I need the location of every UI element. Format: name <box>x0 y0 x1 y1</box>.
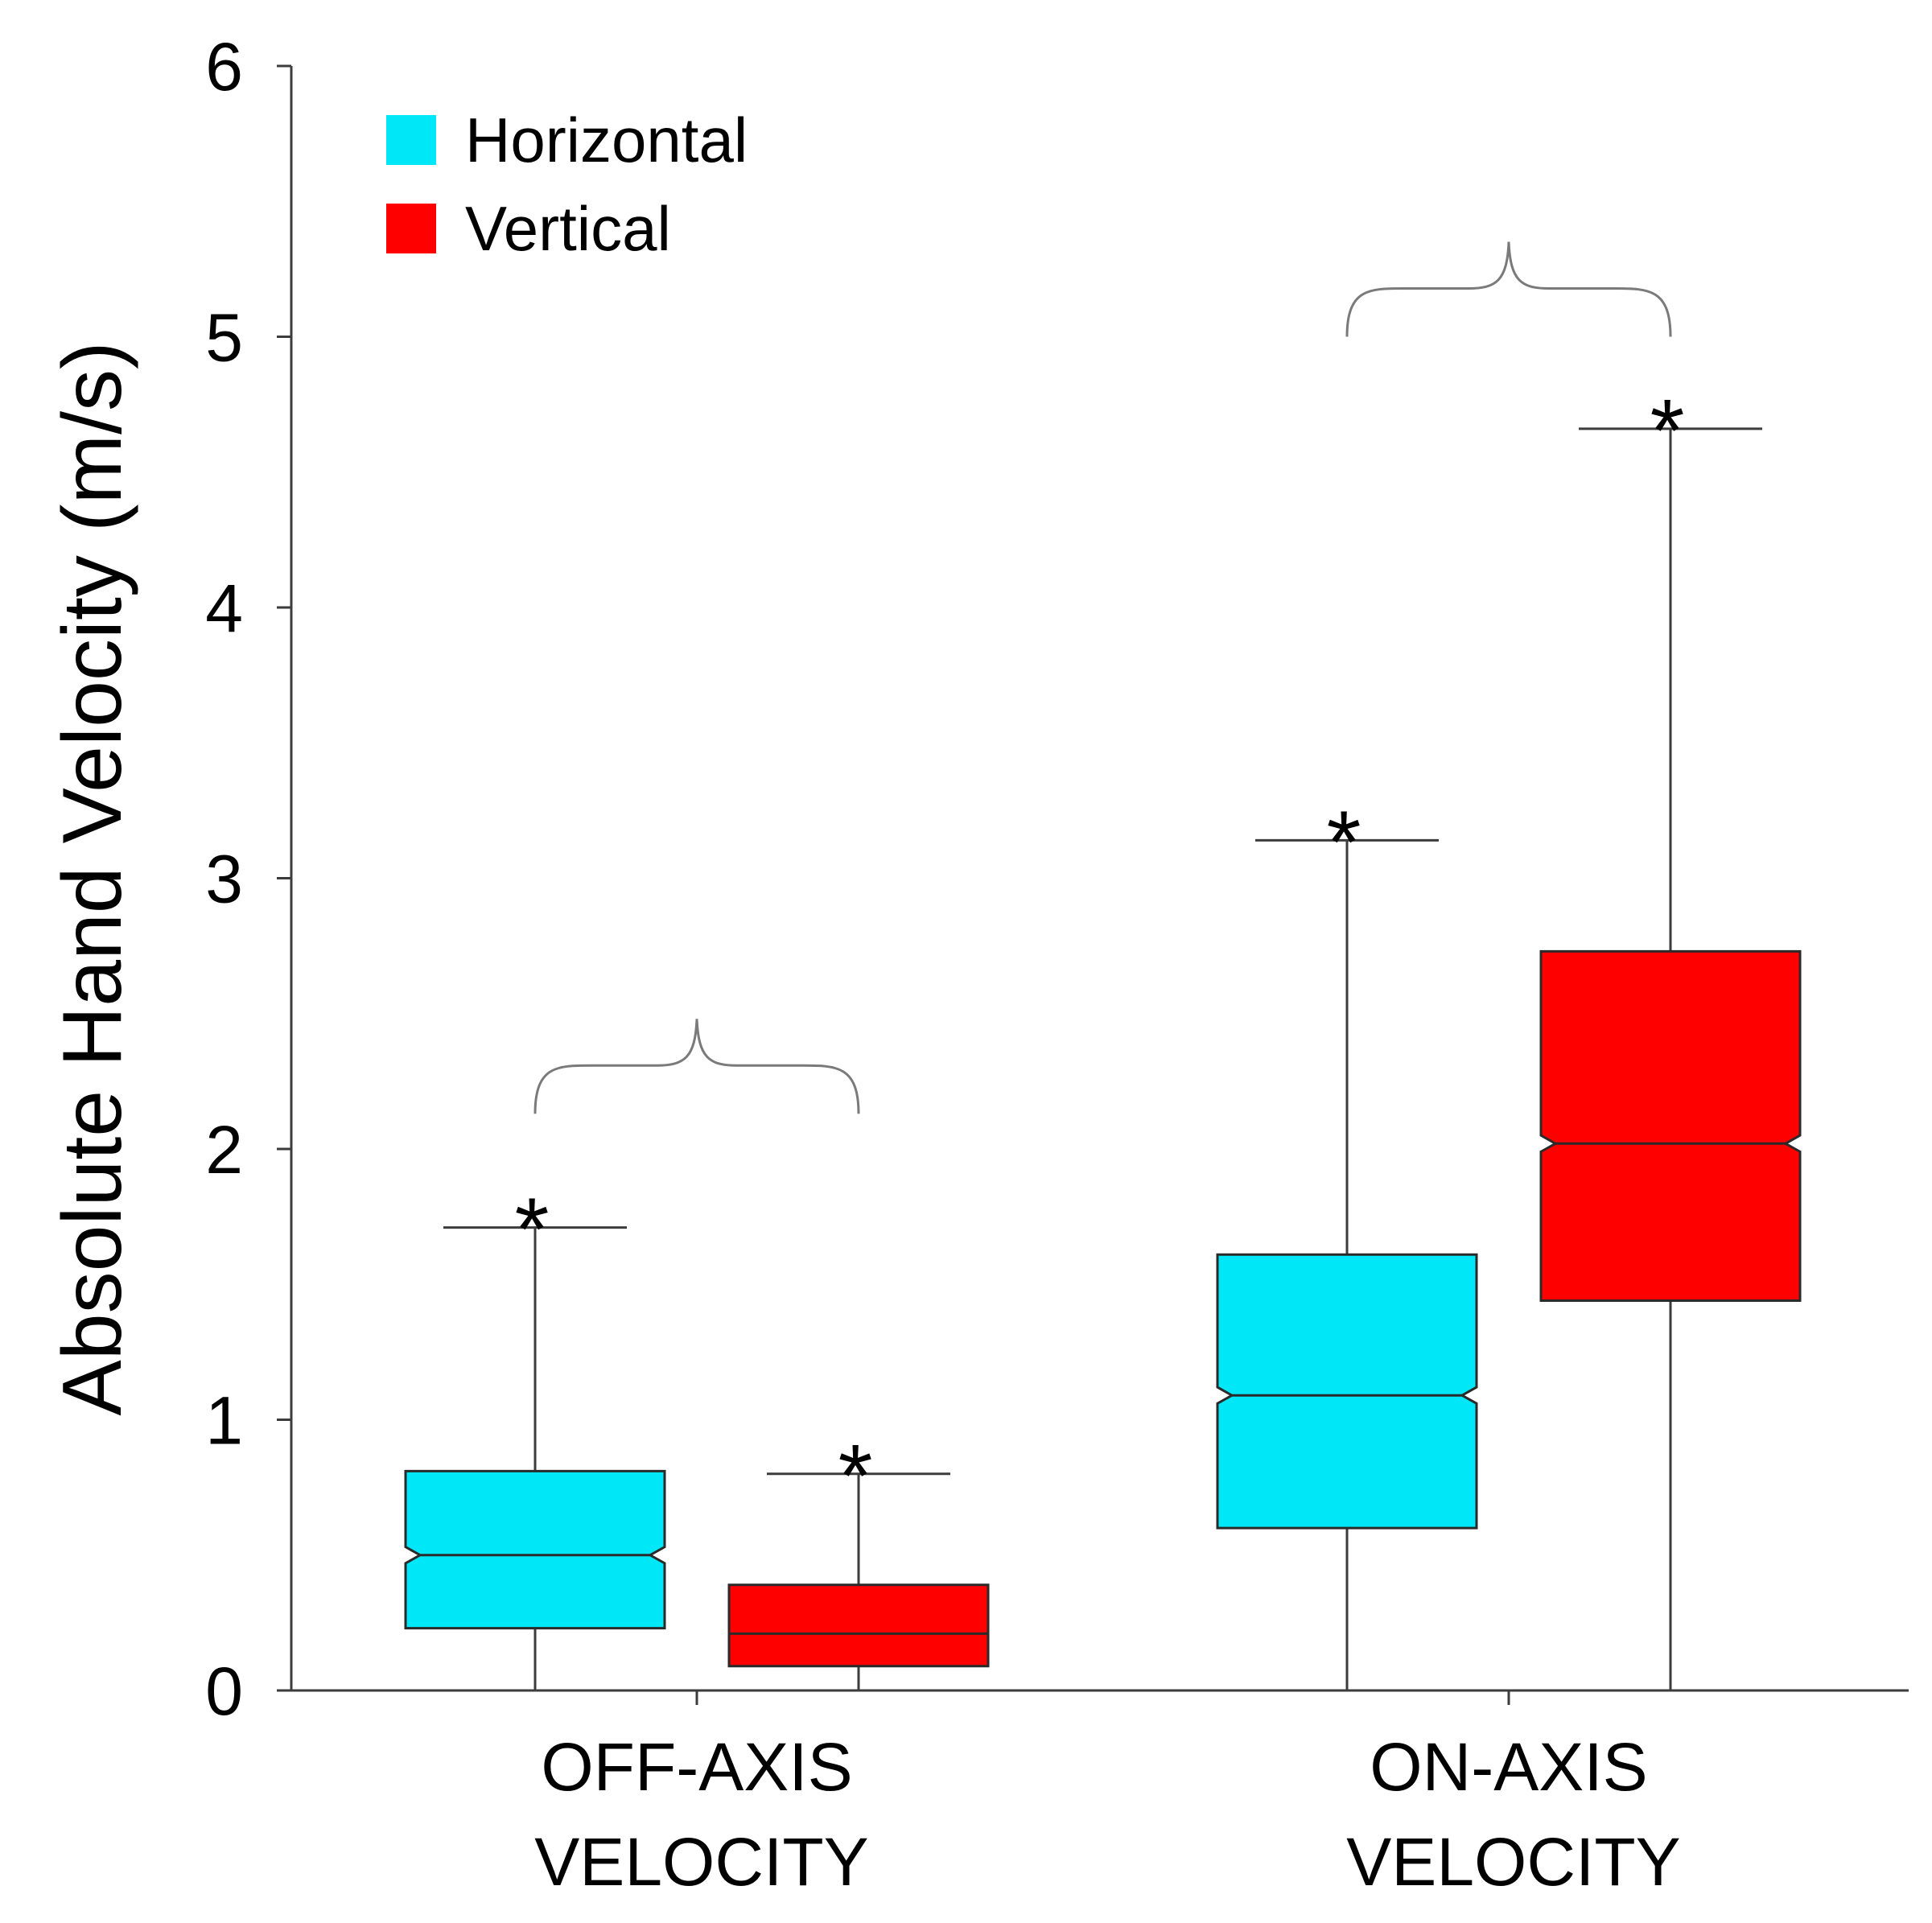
legend: Horizontal Vertical <box>386 105 748 264</box>
significance-asterisk: * <box>1327 793 1361 891</box>
box-horizontal-1 <box>1216 838 1478 1690</box>
box-vertical-1 <box>1539 427 1802 1690</box>
curly-bracket <box>533 1019 860 1114</box>
y-tick-label: 3 <box>205 842 243 917</box>
axes <box>277 64 1909 1705</box>
significance-asterisk: * <box>838 1427 873 1526</box>
box-body <box>404 1469 666 1630</box>
y-tick-label: 4 <box>205 570 243 646</box>
y-tick-label: 5 <box>205 300 243 376</box>
x-category-label-line: VELOCITY <box>534 1824 868 1900</box>
legend-label-horizontal: Horizontal <box>465 105 748 175</box>
legend-swatch-vertical <box>386 204 436 253</box>
legend-swatch-horizontal <box>386 115 436 165</box>
y-tick-label: 1 <box>205 1383 243 1459</box>
box-vertical-0 <box>727 1472 990 1690</box>
comparison-brackets <box>533 241 1672 1114</box>
box-body <box>727 1583 990 1668</box>
y-tick-label: 6 <box>205 29 243 105</box>
x-category-label-line: ON-AXIS <box>1370 1729 1647 1805</box>
curly-bracket <box>1345 241 1672 337</box>
y-axis-label: Absolute Hand Velocity (m/s) <box>46 341 139 1415</box>
boxes: * * * * <box>404 381 1802 1690</box>
x-category-label-line: VELOCITY <box>1346 1824 1680 1900</box>
box-body <box>1216 1253 1478 1530</box>
significance-asterisk: * <box>1650 381 1685 480</box>
y-tick-label: 0 <box>205 1653 243 1729</box>
y-tick-label: 2 <box>205 1112 243 1188</box>
box-body <box>1539 949 1802 1302</box>
legend-label-vertical: Vertical <box>465 193 671 264</box>
box-horizontal-0 <box>404 1226 666 1690</box>
x-category-labels: OFF-AXIS VELOCITY ON-AXIS VELOCITY <box>534 1729 1680 1900</box>
y-tick-labels: 0 1 2 3 4 5 6 <box>205 29 243 1729</box>
x-category-label-line: OFF-AXIS <box>541 1729 852 1805</box>
significance-asterisk: * <box>515 1180 550 1279</box>
